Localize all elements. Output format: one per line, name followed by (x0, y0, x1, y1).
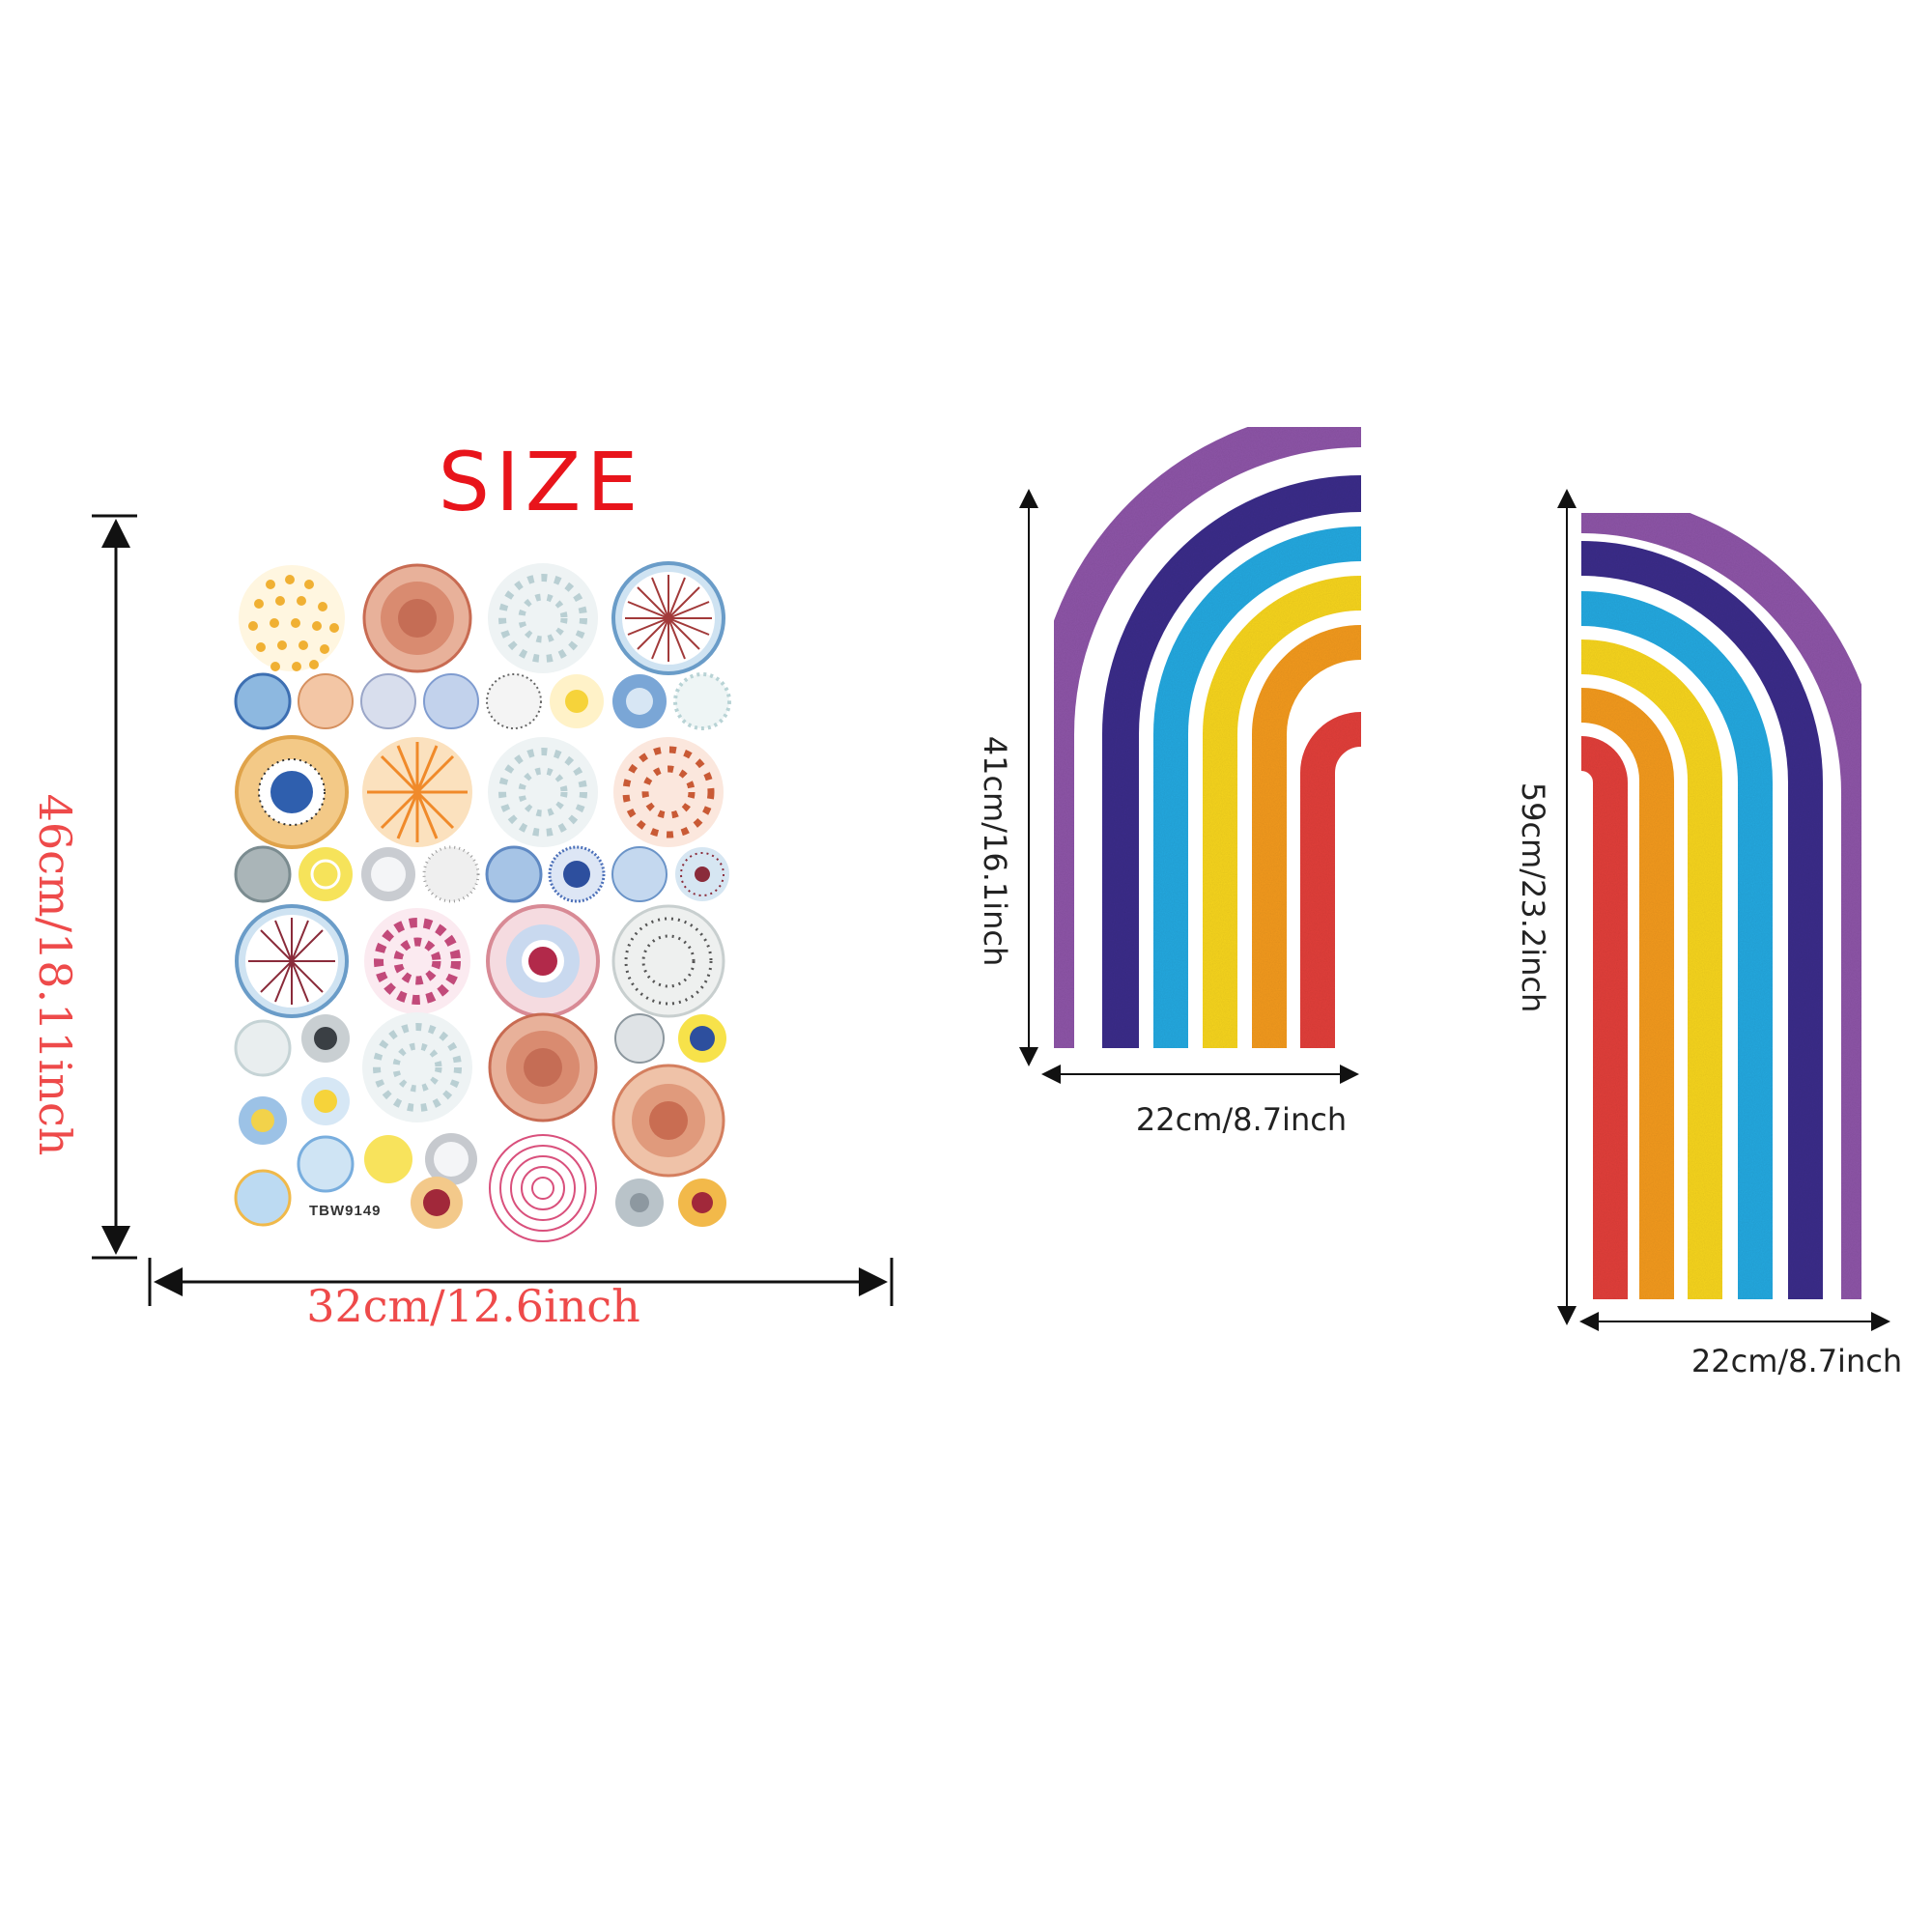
rainbow-small-orange-band (1252, 625, 1362, 1048)
sticker-sheet (234, 561, 731, 1242)
peach-grid-sticker (298, 673, 354, 729)
blue-small-sticker (234, 672, 292, 730)
blue-lines-small-sticker (611, 846, 668, 902)
page-title: SIZE (438, 435, 644, 529)
blue-pattern-small-sticker (485, 845, 543, 903)
sun-small-sticker-2 (301, 1077, 350, 1125)
rust-dash-sticker (613, 737, 724, 847)
rainbow-small-red-band (1300, 712, 1363, 1048)
grey-small-sticker (234, 845, 292, 903)
lilac-stripe-sticker (360, 673, 416, 729)
silver-small-sticker-2 (425, 1133, 477, 1185)
sheet-height-label: 46cm/18.11inch (29, 793, 81, 1156)
rainbow-small-dimension (1019, 489, 1359, 1084)
grey-dot-circle-sticker (488, 563, 598, 673)
sheet-width-dimension (148, 1258, 894, 1306)
rainbow-small-yellow-band (1203, 576, 1362, 1048)
dot-circle-sticker (239, 565, 345, 671)
blue-eye-sticker (235, 735, 349, 849)
blue-sun-small-sticker (239, 1096, 287, 1145)
rainbow-small-height-label: 41cm/16.1inch (977, 735, 1013, 967)
rainbow-large-red-band (1579, 736, 1628, 1299)
rainbow-large-height-label: 59cm/23.2inch (1515, 781, 1551, 1013)
silver-small-sticker (361, 847, 415, 901)
magenta-dot-sticker (364, 908, 470, 1014)
dark-eye-small-sticker (301, 1014, 350, 1063)
grey-grid-small-sticker (614, 1013, 665, 1064)
maroon-burst-small-sticker (675, 847, 729, 901)
rainbow-large-dimension (1557, 489, 1890, 1331)
grey-dot-circle-sticker-2 (488, 737, 598, 847)
rainbow-small-width-label: 22cm/8.7inch (1135, 1101, 1348, 1138)
rainbow-small-purple-band (1034, 407, 1362, 1048)
speckle-small-sticker (422, 845, 480, 903)
rainbow-large-width-label: 22cm/8.7inch (1690, 1343, 1903, 1379)
pink-rings-sticker (489, 1134, 597, 1242)
rainbow-small (1034, 407, 1363, 1048)
mint-dot-small-sticker (673, 672, 731, 730)
rainbow-large-sky-band (1580, 591, 1773, 1299)
yellow-swirl-small-sticker (298, 847, 353, 901)
blue-swirl-sticker-2 (234, 1169, 292, 1227)
rainbow-small-navy-band (1102, 475, 1362, 1048)
grey-dot-medium-sticker (362, 1012, 472, 1122)
rainbow-large-navy-band (1580, 541, 1823, 1299)
blue-stripe-sticker (423, 673, 479, 729)
rainbow-large-orange-band (1580, 688, 1674, 1299)
sheet-height-dimension (92, 514, 137, 1260)
pale-small-sticker (234, 1019, 292, 1077)
terracotta-circle-sticker-2 (488, 1012, 598, 1122)
terracotta-circle-sticker (362, 563, 472, 673)
rainbow-large-yellow-band (1580, 639, 1722, 1299)
sheet-code-label: TBW9149 (309, 1203, 382, 1219)
burst-circle-sticker (611, 561, 725, 675)
sun-small-sticker (550, 674, 604, 728)
maroon-eye-small-sticker (411, 1177, 463, 1229)
terracotta-circle-sticker-3 (611, 1064, 725, 1178)
grey-burst-sticker (486, 673, 542, 729)
yellow-navy-small-sticker (678, 1014, 726, 1063)
rainbow-large (1579, 493, 1882, 1299)
maroon-burst-sticker (235, 904, 349, 1018)
blue-swirl-sticker (297, 1135, 355, 1193)
rainbow-large-purple-band (1580, 493, 1882, 1299)
sheet-width-label: 32cm/12.6inch (306, 1280, 640, 1332)
red-eye-sticker (486, 904, 600, 1018)
orange-eye-small-sticker (678, 1179, 726, 1227)
orange-burst-sticker (362, 737, 472, 847)
grey-speckle-sticker (611, 904, 725, 1018)
navy-burst-small-sticker (548, 845, 606, 903)
grey-eye-small-sticker (615, 1179, 664, 1227)
yellow-small-sticker (364, 1135, 412, 1183)
blue-ring-small-sticker (612, 674, 667, 728)
rainbow-small-sky-band (1153, 526, 1362, 1048)
